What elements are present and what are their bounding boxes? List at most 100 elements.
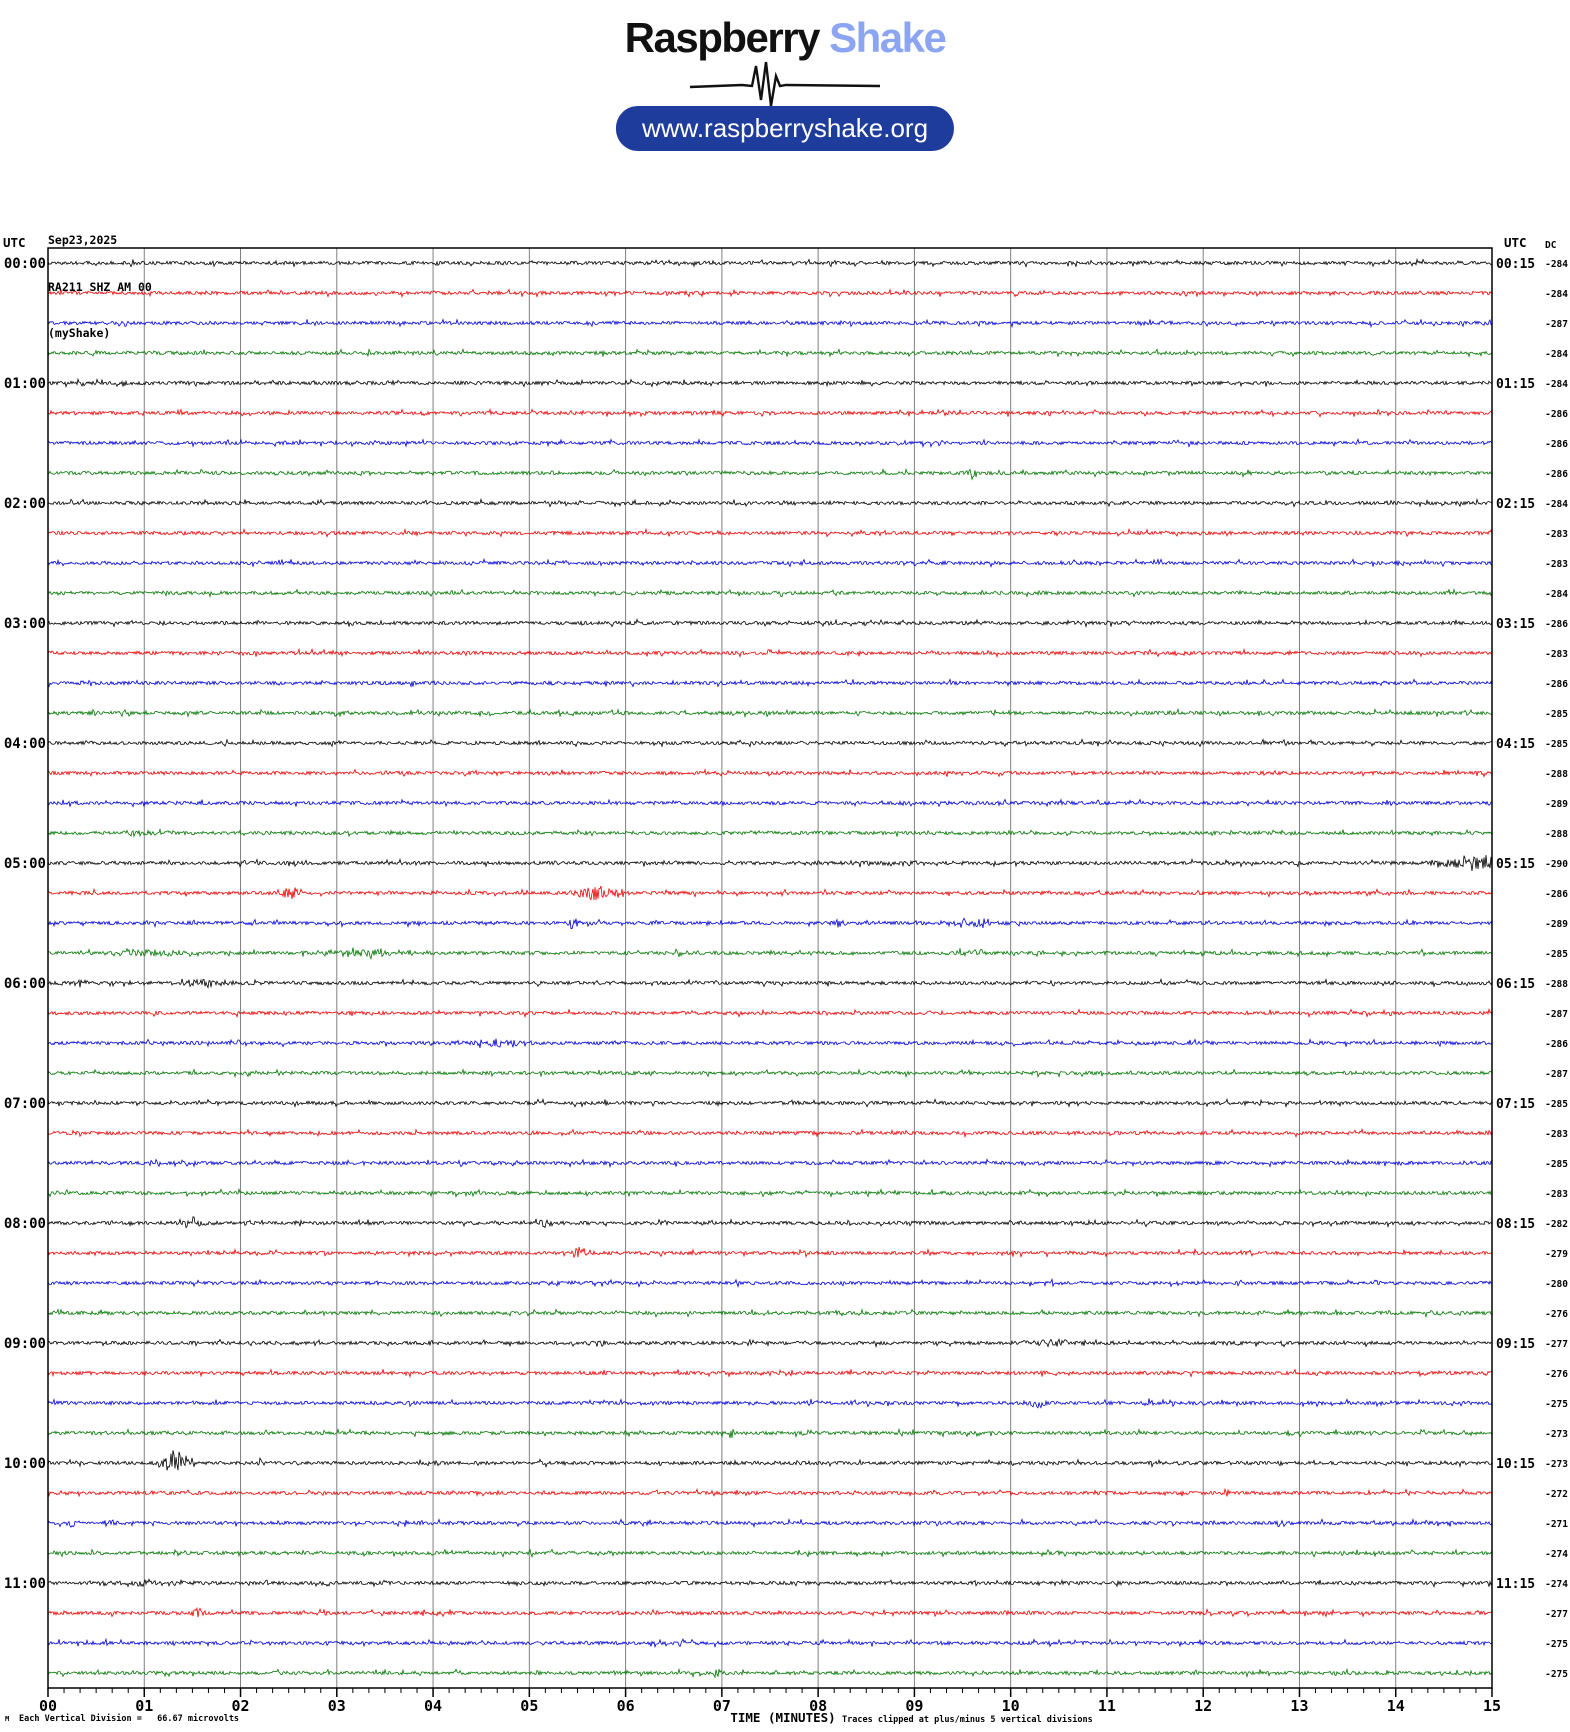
logo-text-secondary: Shake — [829, 14, 947, 61]
dc-value: -286 — [1545, 469, 1568, 480]
trace-row-9 — [47, 527, 1493, 538]
dc-value: -285 — [1545, 1159, 1568, 1170]
x-tick-label: 06 — [617, 1697, 635, 1715]
utc-left-label: 00:00 — [4, 256, 46, 272]
trace-row-41 — [47, 1487, 1493, 1498]
utc-left-label: 06:00 — [4, 976, 46, 992]
trace-row-16 — [47, 738, 1492, 748]
dc-value: -276 — [1545, 1309, 1568, 1320]
trace-row-46 — [47, 1637, 1493, 1649]
x-tick-label: 12 — [1194, 1697, 1212, 1715]
dc-value: -288 — [1545, 829, 1568, 840]
trace-row-3 — [47, 348, 1493, 358]
logo: Raspberry Shake — [0, 14, 1570, 62]
trace-row-47 — [47, 1667, 1493, 1679]
trace-row-17 — [47, 768, 1493, 778]
trace-row-23 — [47, 947, 1493, 960]
trace-row-30 — [47, 1158, 1493, 1169]
dc-value: -288 — [1545, 979, 1568, 990]
trace-row-37 — [47, 1368, 1493, 1379]
station-date: Sep23,2025 — [48, 233, 118, 247]
trace-row-18 — [47, 798, 1493, 808]
station-info: Sep23,2025 RA211 SHZ AM 00 (myShake) — [48, 202, 152, 373]
dc-value: -285 — [1545, 709, 1568, 720]
website-link[interactable]: www.raspberryshake.org — [615, 106, 955, 151]
dc-value: -287 — [1545, 1009, 1568, 1020]
utc-right-label: 00:15 — [1496, 257, 1535, 272]
utc-right-label: 08:15 — [1496, 1217, 1535, 1232]
x-tick-label: 13 — [1290, 1697, 1308, 1715]
utc-right-label: 05:15 — [1496, 857, 1535, 872]
trace-row-7 — [47, 467, 1493, 481]
utc-left-label: 05:00 — [4, 856, 46, 872]
x-tick-label: 02 — [232, 1697, 250, 1715]
station-id: RA211 SHZ AM 00 — [48, 279, 152, 294]
dc-value: -271 — [1545, 1519, 1568, 1530]
dc-value: -277 — [1545, 1339, 1568, 1350]
trace-row-35 — [47, 1308, 1493, 1319]
utc-right-label: 01:15 — [1496, 377, 1535, 392]
dc-value: -279 — [1545, 1249, 1568, 1260]
dc-value: -275 — [1545, 1399, 1568, 1410]
utc-left-label: 09:00 — [4, 1336, 46, 1352]
x-tick-label: 05 — [520, 1697, 538, 1715]
trace-row-11 — [47, 588, 1493, 599]
x-tick-label: 08 — [809, 1697, 827, 1715]
dc-value: -276 — [1545, 1369, 1568, 1380]
trace-row-39 — [47, 1427, 1493, 1439]
trace-row-38 — [47, 1398, 1493, 1409]
dc-value: -275 — [1545, 1669, 1568, 1680]
utc-left-label: 08:00 — [4, 1216, 46, 1232]
dc-value: -284 — [1545, 379, 1568, 390]
x-tick-label: 14 — [1387, 1697, 1405, 1715]
dc-value: -287 — [1545, 319, 1568, 330]
trace-row-25 — [47, 1007, 1493, 1019]
trace-row-34 — [47, 1277, 1493, 1288]
corner-mark: M — [5, 1715, 9, 1723]
utc-left-label: 07:00 — [4, 1096, 46, 1112]
utc-right-label: 04:15 — [1496, 737, 1535, 752]
trace-row-40 — [47, 1450, 1493, 1471]
utc-right-label: 03:15 — [1496, 617, 1535, 632]
trace-row-14 — [47, 678, 1493, 688]
trace-row-8 — [47, 497, 1493, 508]
dc-value: -284 — [1545, 349, 1568, 360]
dc-value: -283 — [1545, 529, 1568, 540]
utc-header-right: UTC — [1504, 235, 1527, 250]
dc-value: -274 — [1545, 1549, 1568, 1560]
footer-scale-note: Each Vertical Division = 66.67 microvolt… — [19, 1713, 239, 1724]
dc-value: -288 — [1545, 769, 1568, 780]
trace-row-1 — [47, 288, 1493, 299]
trace-row-33 — [47, 1246, 1493, 1259]
trace-row-27 — [47, 1068, 1493, 1079]
dc-value: -283 — [1545, 559, 1568, 570]
utc-left-label: 04:00 — [4, 736, 46, 752]
utc-header-left: UTC — [3, 235, 26, 250]
trace-row-19 — [47, 827, 1493, 838]
dc-value: -282 — [1545, 1219, 1568, 1230]
utc-left-label: 03:00 — [4, 616, 46, 632]
x-tick-label: 04 — [424, 1697, 442, 1715]
seismic-waveform-icon — [690, 61, 880, 107]
dc-value: -289 — [1545, 919, 1568, 930]
utc-left-label: 02:00 — [4, 496, 46, 512]
trace-row-12 — [47, 618, 1493, 628]
utc-left-label: 11:00 — [4, 1576, 46, 1592]
utc-right-label: 07:15 — [1496, 1097, 1535, 1112]
x-tick-label: 00 — [39, 1697, 57, 1715]
footer-clip-note: Traces clipped at plus/minus 5 vertical … — [842, 1714, 1093, 1725]
dc-value: -286 — [1545, 439, 1568, 450]
trace-row-20 — [47, 855, 1493, 872]
logo-text-primary: Raspberry — [624, 14, 821, 61]
trace-row-36 — [47, 1338, 1493, 1349]
x-tick-label: 10 — [1002, 1697, 1020, 1715]
dc-value: -273 — [1545, 1459, 1568, 1470]
trace-row-45 — [47, 1606, 1493, 1618]
dc-value: -284 — [1545, 289, 1568, 300]
trace-row-15 — [47, 707, 1493, 719]
dc-value: -277 — [1545, 1609, 1568, 1620]
utc-right-label: 11:15 — [1496, 1577, 1535, 1592]
trace-row-42 — [47, 1517, 1493, 1528]
footer-time-axis-label: TIME (MINUTES) — [730, 1710, 835, 1725]
